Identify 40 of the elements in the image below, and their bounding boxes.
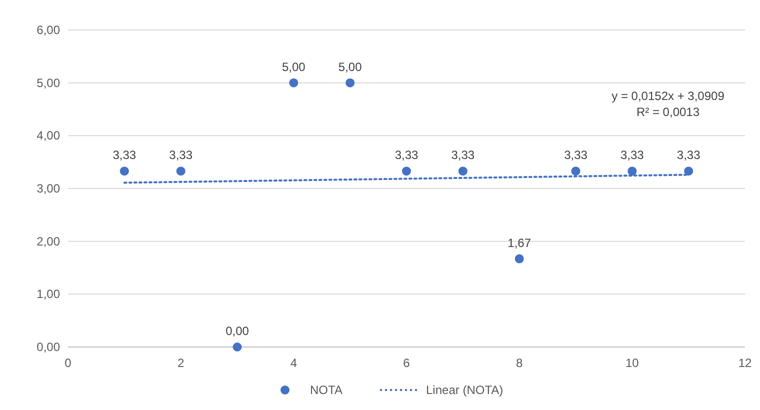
point <box>571 166 580 176</box>
y-tick-label: 4,00 <box>36 128 60 143</box>
data-label: 3,33 <box>112 148 136 162</box>
point <box>628 166 637 176</box>
legend-label: NOTA <box>310 383 342 397</box>
y-tick-label: 6,00 <box>36 23 60 37</box>
y-tick-label: 1,00 <box>36 287 60 302</box>
x-tick-label: 6 <box>403 356 410 370</box>
x-tick-label: 0 <box>64 356 72 370</box>
x-tick-label: 12 <box>738 356 752 370</box>
annotation: R² = 0,0013 <box>636 105 700 119</box>
data-label: 3,33 <box>564 148 588 162</box>
y-tick-label: 2,00 <box>36 234 60 248</box>
legend-label: Linear (NOTA) <box>426 383 504 397</box>
point <box>514 254 524 264</box>
point <box>232 342 242 352</box>
point <box>402 166 411 176</box>
data-label: 3,33 <box>676 148 701 162</box>
x-tick-label: 10 <box>625 356 640 370</box>
point <box>458 166 468 176</box>
y-tick-label: 3,00 <box>36 182 60 196</box>
x-tick-label: 2 <box>177 356 184 370</box>
data-label: 3,33 <box>451 148 475 162</box>
x-tick-label: 4 <box>290 356 298 370</box>
y-tick-label: 5,00 <box>36 76 60 90</box>
data-label: 5,00 <box>338 60 362 74</box>
point <box>346 78 355 88</box>
data-label: 3,33 <box>169 148 193 162</box>
point <box>289 78 298 88</box>
annotation: y = 0,0152x + 3,0909 <box>612 89 725 103</box>
data-label: 5,00 <box>282 60 306 74</box>
data-label: 3,33 <box>620 148 644 162</box>
point <box>176 166 186 176</box>
data-label: 1,67 <box>508 236 532 250</box>
y-tick-label: 0,00 <box>36 340 60 354</box>
point <box>120 166 129 176</box>
data-label: 0,00 <box>226 324 250 338</box>
x-tick-label: 8 <box>516 356 523 370</box>
point <box>684 166 694 176</box>
data-label: 3,33 <box>394 148 418 162</box>
